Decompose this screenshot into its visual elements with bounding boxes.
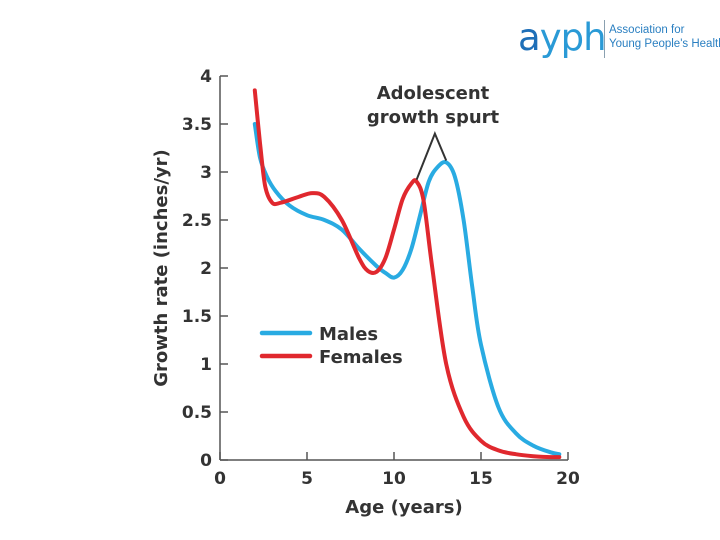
logo-divider: [604, 20, 605, 58]
legend-label-females: Females: [319, 347, 403, 368]
logo-tagline-line1: Association for: [609, 24, 685, 36]
series-line-females: [252, 88, 562, 460]
chart-annotation: Adolescent growth spurt: [367, 83, 500, 181]
logo-tagline: Association for Young People's Health: [609, 23, 720, 51]
chart-series: [252, 88, 562, 460]
x-tick-label: 0: [214, 469, 226, 489]
logo-wordmark-a: a: [518, 16, 541, 59]
ayph-logo: ayph Association for Young People's Heal…: [518, 16, 720, 62]
x-tick-label: 15: [469, 469, 493, 489]
y-tick-label: 1.5: [182, 307, 212, 327]
y-tick-label: 4: [200, 67, 212, 87]
x-tick-label: 20: [556, 469, 580, 489]
annotation-line: growth spurt: [367, 107, 500, 128]
logo-tagline-line2: Young People's Health: [609, 38, 720, 50]
y-tick-label: 0.5: [182, 403, 212, 423]
x-tick-label: 5: [301, 469, 313, 489]
y-tick-label: 3.5: [182, 115, 212, 135]
y-tick-label: 1: [200, 355, 212, 375]
x-tick-label: 10: [382, 469, 406, 489]
x-axis-title: Age (years): [345, 497, 462, 518]
logo-wordmark-yph: yph: [539, 16, 607, 59]
chart-axes: [219, 76, 568, 461]
chart-ticks: 0 0.5 1 1.5 2 2.5 3 3.5 4 0 5 10 15 20: [182, 67, 580, 489]
logo-wordmark: ayph: [518, 16, 607, 59]
y-tick-label: 2.5: [182, 211, 212, 231]
y-tick-label: 0: [200, 451, 212, 471]
y-tick-label: 2: [200, 259, 212, 279]
legend-label-males: Males: [319, 324, 378, 345]
annotation-pointer: [415, 130, 448, 181]
y-tick-label: 3: [200, 163, 212, 183]
y-axis-title: Growth rate (inches/yr): [151, 149, 172, 386]
series-line-males: [252, 122, 562, 457]
annotation-line: Adolescent: [377, 83, 490, 104]
